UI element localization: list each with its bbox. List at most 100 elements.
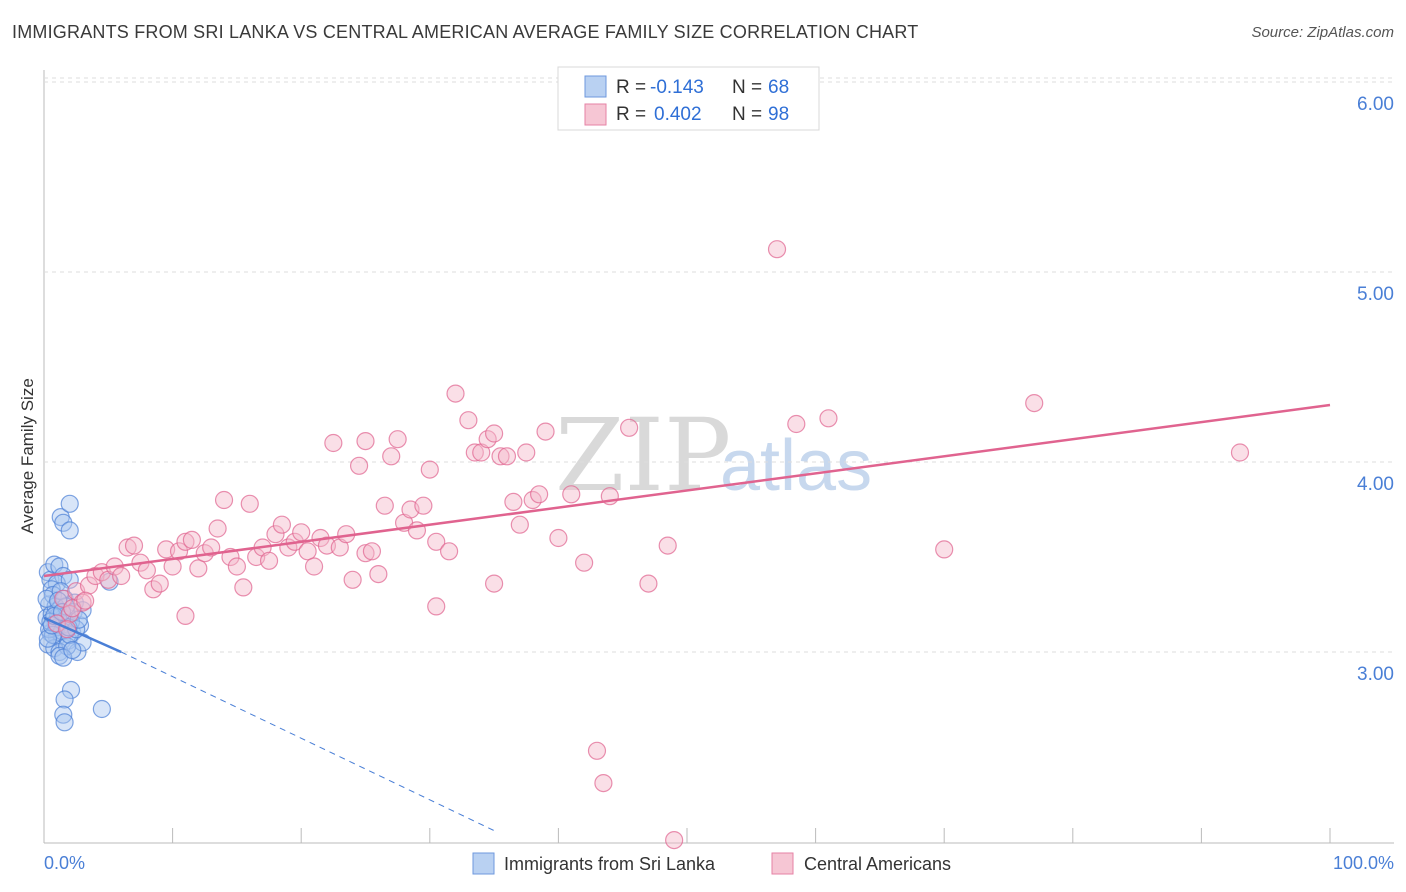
point-central-americans (388, 430, 407, 449)
point-central-americans (620, 418, 639, 437)
point-sri-lanka (92, 699, 111, 719)
point-central-americans (112, 566, 131, 586)
point-central-americans (266, 525, 285, 544)
trend-layer (43, 403, 1331, 832)
point-central-americans (639, 574, 658, 593)
y-tick-label: 6.00 (1357, 94, 1394, 115)
point-central-americans (234, 578, 253, 597)
stats-n-value-2: 98 (768, 104, 789, 125)
point-central-americans (504, 492, 523, 511)
point-central-americans (124, 536, 144, 555)
point-central-americans (324, 433, 343, 453)
point-central-americans (510, 515, 529, 534)
stats-r-label-2: R = (616, 104, 646, 125)
point-central-americans (259, 551, 279, 570)
point-central-americans (272, 515, 292, 534)
y-tick-label: 4.00 (1357, 474, 1394, 495)
point-central-americans (427, 597, 446, 616)
point-sri-lanka (54, 513, 73, 532)
point-central-americans (240, 494, 259, 513)
point-central-americans (356, 432, 375, 451)
point-central-americans (375, 496, 394, 515)
point-central-americans (485, 424, 504, 443)
point-central-americans (76, 591, 95, 610)
point-central-americans (536, 422, 555, 441)
trend-line-central-americans (43, 403, 1331, 578)
point-sri-lanka (60, 521, 79, 540)
point-central-americans (227, 557, 246, 576)
stats-swatch-pink (584, 103, 607, 126)
point-central-americans (1230, 443, 1250, 462)
stats-r-value-2: 0.402 (654, 104, 702, 125)
point-central-americans (819, 409, 838, 428)
point-central-americans (587, 741, 607, 760)
legend-label-central-americans: Central Americans (804, 854, 951, 874)
point-central-americans (118, 538, 137, 557)
point-central-americans (150, 574, 169, 593)
point-central-americans (208, 519, 227, 538)
chart-title: IMMIGRANTS FROM SRI LANKA VS CENTRAL AME… (12, 22, 919, 42)
point-central-americans (202, 538, 221, 557)
point-central-americans (517, 443, 536, 462)
point-sri-lanka (63, 640, 82, 660)
point-central-americans (304, 557, 324, 576)
y-axis-label: Average Family Size (18, 378, 37, 534)
point-central-americans (362, 542, 382, 561)
point-central-americans (549, 528, 568, 548)
point-central-americans (665, 830, 684, 850)
points-layer (37, 240, 1250, 850)
point-sri-lanka (61, 680, 81, 700)
y-tick-labels: 3.00 4.00 5.00 6.00 (1357, 94, 1394, 685)
point-central-americans (935, 540, 954, 559)
point-sri-lanka (54, 705, 73, 724)
point-central-americans (169, 542, 189, 561)
trend-line-sri-lanka (43, 616, 122, 654)
point-central-americans (349, 456, 369, 475)
point-sri-lanka (60, 494, 79, 513)
point-central-americans (446, 384, 465, 403)
stats-n-label-1: N = (732, 77, 762, 98)
point-central-americans (1025, 394, 1044, 413)
point-central-americans (176, 606, 195, 626)
point-central-americans (562, 485, 581, 504)
watermark-atlas: atlas (720, 426, 872, 506)
source-credit: Source: ZipAtlas.com (1251, 24, 1394, 41)
stats-r-label-1: R = (616, 77, 646, 98)
point-central-americans (594, 773, 613, 793)
stats-swatch-blue (584, 75, 607, 98)
point-central-americans (767, 240, 787, 259)
stats-r-value-1: -0.143 (650, 77, 704, 98)
legend: Immigrants from Sri Lanka Central Americ… (472, 852, 951, 875)
point-central-americans (79, 576, 99, 595)
stats-n-value-1: 68 (768, 77, 789, 98)
x-tick-label-min: 0.0% (44, 853, 85, 873)
y-tick-label: 3.00 (1357, 664, 1394, 685)
point-sri-lanka (55, 713, 74, 732)
point-central-americans (356, 544, 375, 563)
point-central-americans (420, 460, 439, 479)
x-tick-label-max: 100.0% (1333, 853, 1394, 873)
point-central-americans (491, 447, 510, 466)
legend-label-sri-lanka: Immigrants from Sri Lanka (504, 854, 716, 874)
point-central-americans (73, 593, 92, 612)
legend-swatch-central-americans (771, 852, 794, 875)
point-central-americans (427, 532, 446, 551)
point-central-americans (787, 414, 806, 434)
point-central-americans (292, 523, 311, 542)
point-central-americans (176, 532, 195, 551)
point-central-americans (465, 443, 484, 462)
point-central-americans (214, 490, 234, 510)
point-central-americans (414, 496, 433, 515)
point-central-americans (497, 447, 517, 466)
point-central-americans (530, 485, 549, 504)
watermark-zip: ZIP (555, 397, 731, 514)
point-central-americans (439, 542, 459, 561)
point-central-americans (658, 536, 677, 555)
x-ticks (43, 828, 1331, 843)
grid-layer (44, 77, 1394, 653)
trend-line-sri-lanka-extension (120, 651, 495, 832)
point-central-americans (369, 564, 388, 584)
stats-box: R = -0.143 N = 68 R = 0.402 N = 98 (557, 66, 820, 131)
point-central-americans (485, 574, 504, 593)
